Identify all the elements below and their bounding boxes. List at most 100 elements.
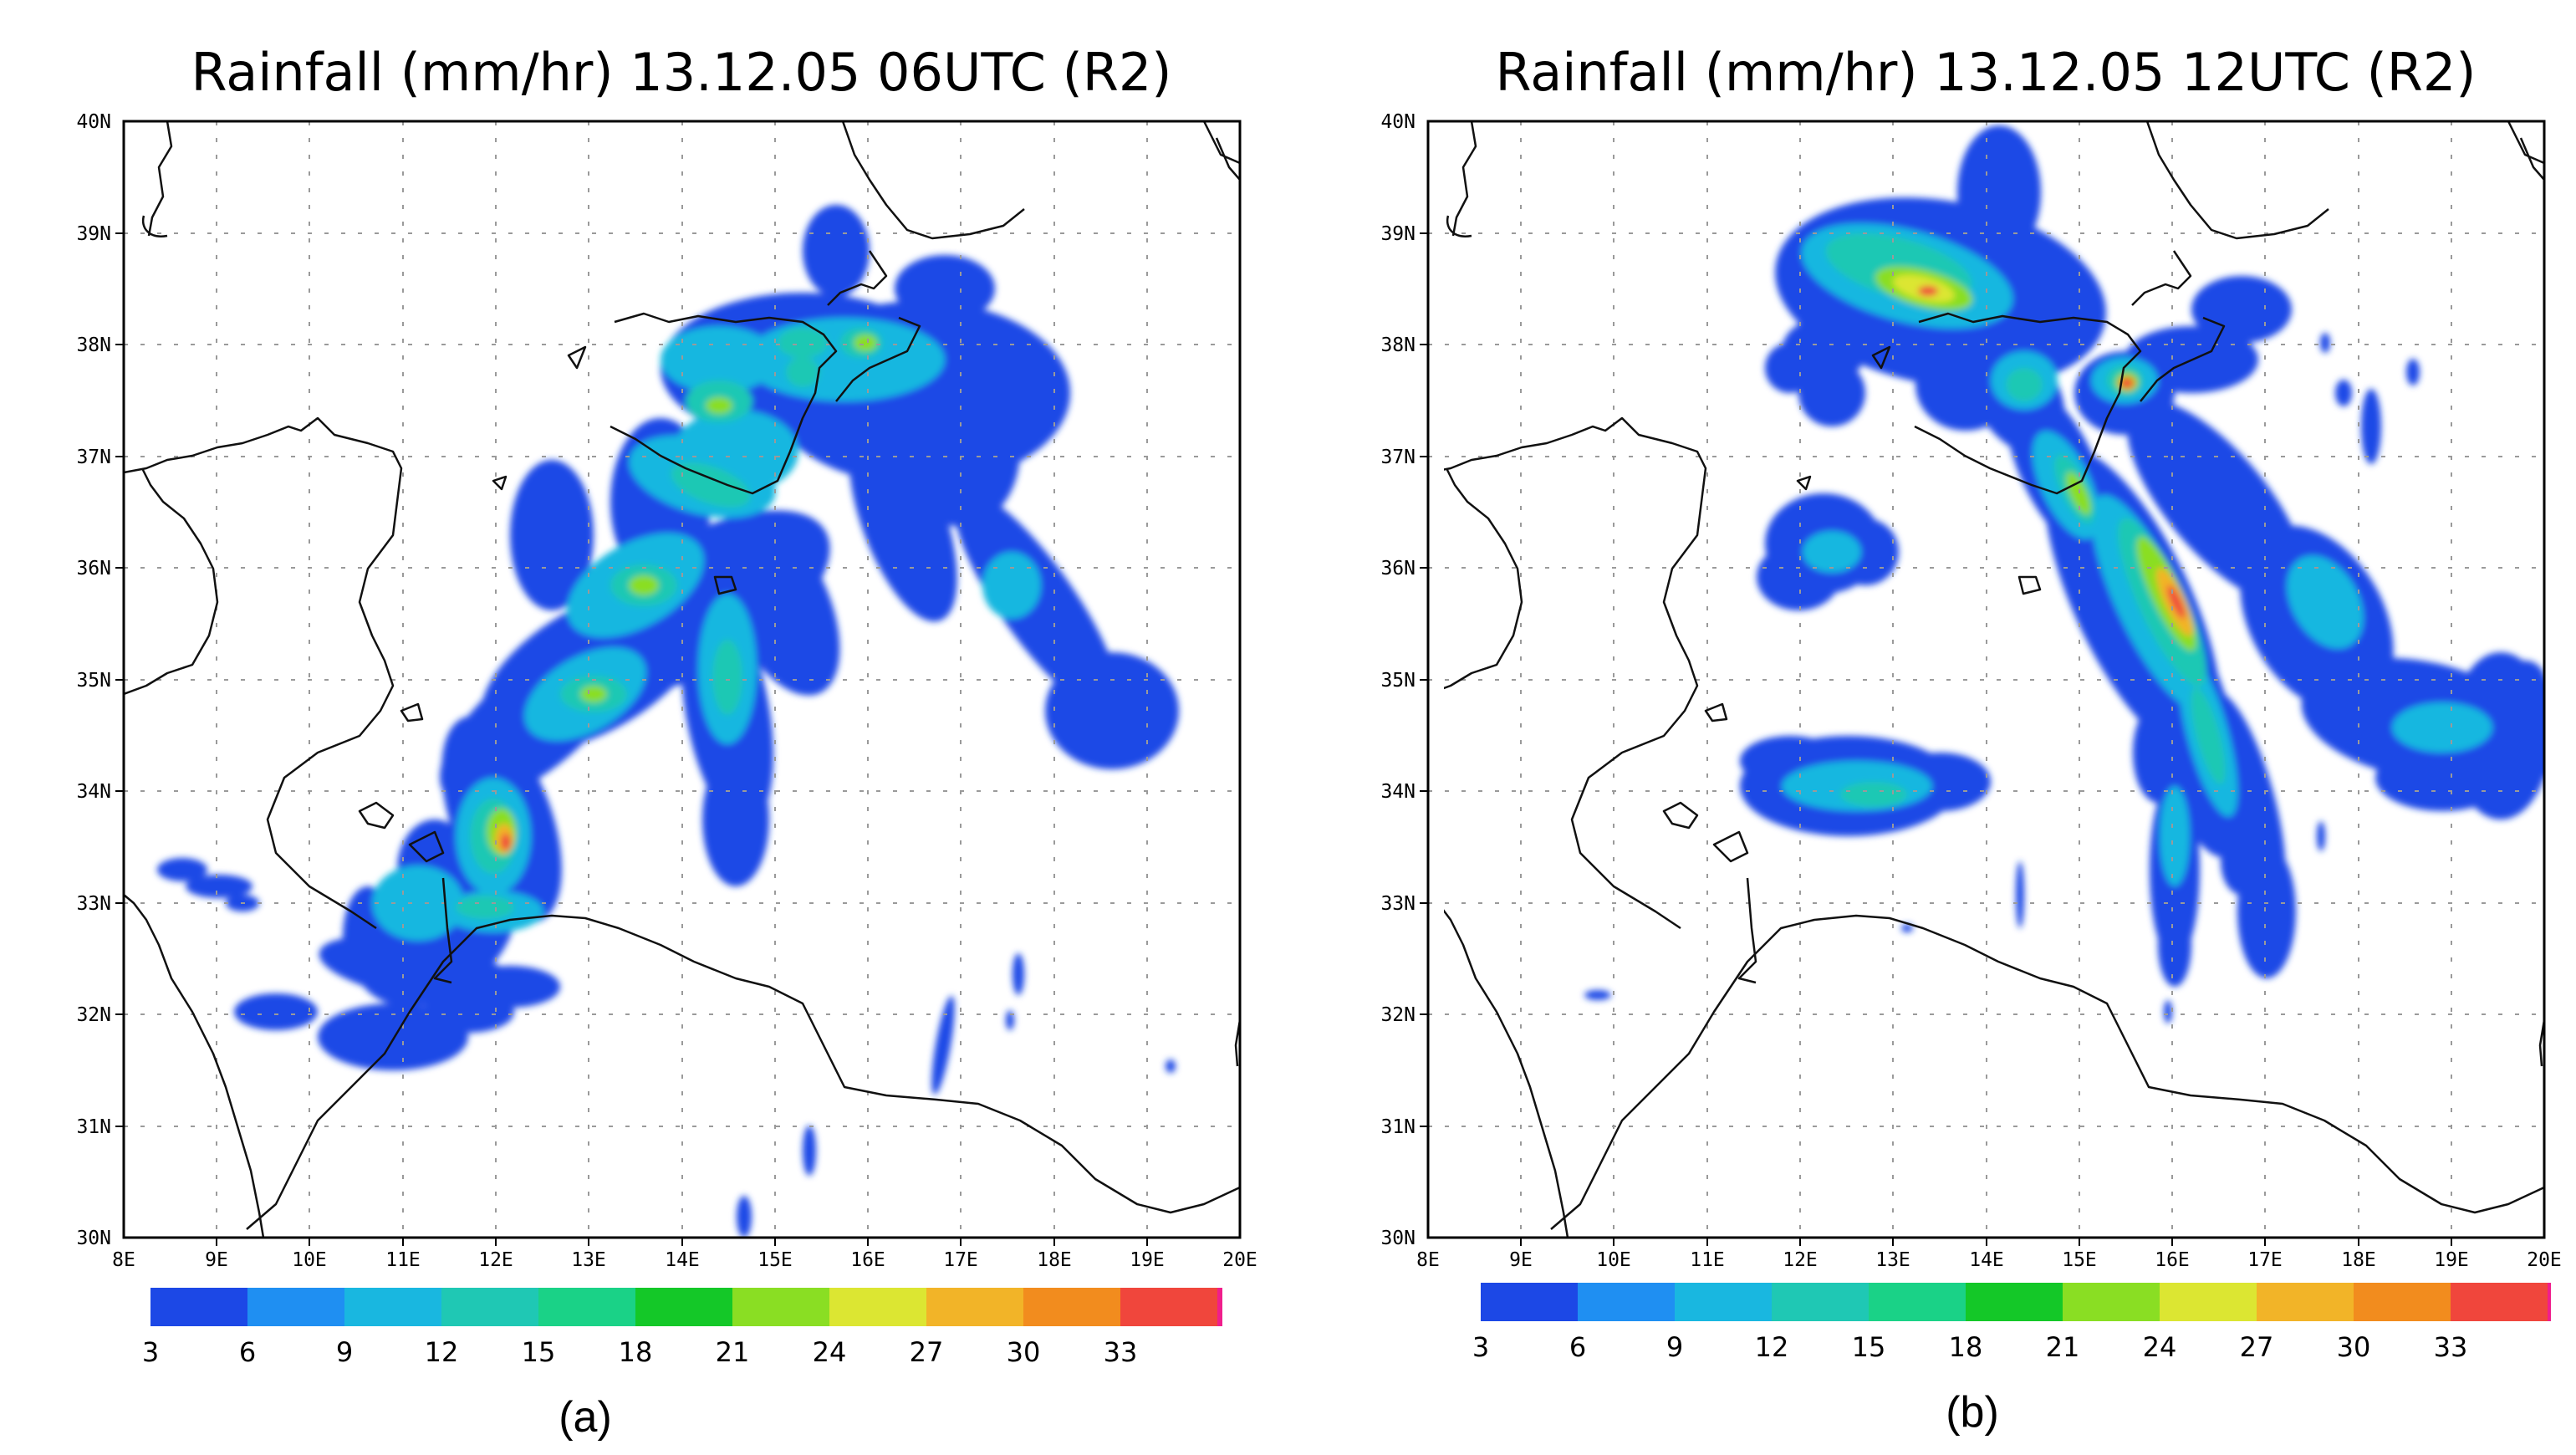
y-tick-label: 38N bbox=[76, 334, 111, 356]
x-tick-label: 9E bbox=[1509, 1249, 1533, 1271]
x-tick-label: 11E bbox=[385, 1249, 421, 1271]
y-tick-label: 31N bbox=[1380, 1116, 1416, 1138]
y-tick-label: 35N bbox=[1380, 670, 1416, 692]
colorbar-label: 33 bbox=[2434, 1331, 2468, 1363]
colorbar-swatch bbox=[926, 1288, 1023, 1326]
colorbar-label: 24 bbox=[813, 1336, 847, 1368]
y-tick-label: 30N bbox=[1380, 1228, 1416, 1249]
colorbar-label: 24 bbox=[2143, 1331, 2177, 1363]
y-tick-label: 38N bbox=[1380, 334, 1416, 356]
colorbar-label: 6 bbox=[239, 1336, 256, 1368]
colorbar-swatch bbox=[2160, 1283, 2257, 1321]
grid-lines bbox=[1428, 121, 2544, 1238]
panel-a: Rainfall (mm/hr) 13.12.05 06UTC (R2) bbox=[76, 42, 1257, 1442]
x-tick-label: 10E bbox=[1596, 1249, 1631, 1271]
colorbar-swatch bbox=[1217, 1288, 1222, 1326]
colorbar-swatch bbox=[1675, 1283, 1772, 1321]
y-tick-label: 37N bbox=[1380, 447, 1416, 468]
x-tick-label: 8E bbox=[112, 1249, 135, 1271]
colorbar-label: 9 bbox=[336, 1336, 353, 1368]
x-tick-label: 19E bbox=[1130, 1249, 1165, 1271]
colorbar-swatch bbox=[2548, 1283, 2551, 1321]
colorbar-label: 6 bbox=[1569, 1331, 1586, 1363]
colorbar-swatch bbox=[2354, 1283, 2451, 1321]
colorbar-swatch bbox=[1120, 1288, 1217, 1326]
x-tick-labels: 8E 9E 10E 11E 12E 13E 14E 15E 16E 17E 18… bbox=[112, 1249, 1257, 1271]
coastlines bbox=[1444, 121, 2546, 1238]
y-tick-label: 33N bbox=[1380, 893, 1416, 915]
colorbar-label: 21 bbox=[2046, 1331, 2080, 1363]
colorbar-label: 27 bbox=[910, 1336, 944, 1368]
y-tick-label: 33N bbox=[76, 893, 111, 915]
rain-field bbox=[1584, 125, 2544, 1024]
x-tick-label: 14E bbox=[1969, 1249, 2004, 1271]
colorbar-swatch bbox=[1772, 1283, 1869, 1321]
rain-field bbox=[157, 205, 1179, 1238]
colorbar-labels: 3 6 9 12 15 18 21 24 27 30 33 bbox=[142, 1336, 1138, 1368]
colorbar-label: 15 bbox=[1852, 1331, 1886, 1363]
tick-marks bbox=[1420, 232, 2452, 1246]
y-tick-label: 37N bbox=[76, 447, 111, 468]
x-tick-label: 16E bbox=[2155, 1249, 2190, 1271]
y-tick-label: 36N bbox=[1380, 558, 1416, 579]
y-tick-label: 30N bbox=[76, 1228, 111, 1249]
x-tick-label: 20E bbox=[1222, 1249, 1257, 1271]
x-tick-label: 9E bbox=[205, 1249, 228, 1271]
colorbar-swatch bbox=[1869, 1283, 1966, 1321]
y-tick-labels: 30N 31N 32N 33N 34N 35N 36N 37N 38N 39N … bbox=[76, 111, 111, 1249]
x-tick-label: 17E bbox=[2247, 1249, 2283, 1271]
colorbar-swatch bbox=[150, 1288, 247, 1326]
colorbar-labels: 3 6 9 12 15 18 21 24 27 30 33 bbox=[1472, 1331, 2468, 1363]
x-tick-label: 11E bbox=[1690, 1249, 1725, 1271]
x-tick-label: 8E bbox=[1416, 1249, 1440, 1271]
y-tick-label: 34N bbox=[1380, 781, 1416, 803]
colorbar-label: 15 bbox=[522, 1336, 556, 1368]
x-tick-label: 15E bbox=[757, 1249, 793, 1271]
map-title: Rainfall (mm/hr) 13.12.05 06UTC (R2) bbox=[191, 42, 1172, 103]
grid-lines bbox=[124, 121, 1240, 1238]
rainfall-map-a: Rainfall (mm/hr) 13.12.05 06UTC (R2) bbox=[76, 42, 1257, 1442]
colorbar-label: 12 bbox=[1755, 1331, 1789, 1363]
y-tick-label: 35N bbox=[76, 670, 111, 692]
y-tick-label: 34N bbox=[76, 781, 111, 803]
rain-level-30 bbox=[495, 824, 513, 854]
x-tick-label: 18E bbox=[2341, 1249, 2376, 1271]
colorbar-swatch bbox=[732, 1288, 829, 1326]
colorbar-label: 3 bbox=[142, 1336, 159, 1368]
x-tick-label: 16E bbox=[850, 1249, 885, 1271]
x-tick-label: 12E bbox=[478, 1249, 513, 1271]
colorbar-label: 27 bbox=[2240, 1331, 2274, 1363]
panel-caption: (a) bbox=[559, 1393, 612, 1442]
colorbar bbox=[150, 1288, 1222, 1326]
colorbar-label: 18 bbox=[619, 1336, 653, 1368]
y-tick-label: 31N bbox=[76, 1116, 111, 1138]
colorbar-swatch bbox=[2451, 1283, 2548, 1321]
colorbar-swatch bbox=[2063, 1283, 2160, 1321]
colorbar-label: 12 bbox=[425, 1336, 459, 1368]
x-tick-label: 15E bbox=[2062, 1249, 2097, 1271]
colorbar-swatch bbox=[247, 1288, 344, 1326]
y-tick-label: 36N bbox=[76, 558, 111, 579]
y-tick-label: 40N bbox=[1380, 111, 1416, 133]
y-tick-label: 39N bbox=[76, 223, 111, 245]
colorbar-swatch bbox=[1966, 1283, 2063, 1321]
map-title: Rainfall (mm/hr) 13.12.05 12UTC (R2) bbox=[1496, 42, 2477, 103]
x-tick-label: 19E bbox=[2434, 1249, 2469, 1271]
colorbar bbox=[1481, 1283, 2551, 1321]
colorbar-swatch bbox=[829, 1288, 926, 1326]
tick-marks bbox=[115, 232, 1148, 1246]
panel-caption: (b) bbox=[1946, 1388, 1999, 1437]
panel-b: Rainfall (mm/hr) 13.12.05 12UTC (R2) bbox=[1288, 0, 2576, 1455]
y-tick-label: 32N bbox=[1380, 1004, 1416, 1026]
colorbar-label: 18 bbox=[1949, 1331, 1983, 1363]
rainfall-map-b: Rainfall (mm/hr) 13.12.05 12UTC (R2) bbox=[1380, 42, 2562, 1437]
y-tick-labels: 30N 31N 32N 33N 34N 35N 36N 37N 38N 39N … bbox=[1380, 111, 1416, 1249]
x-tick-label: 14E bbox=[665, 1249, 700, 1271]
x-tick-labels: 8E 9E 10E 11E 12E 13E 14E 15E 16E 17E 18… bbox=[1416, 1249, 2562, 1271]
colorbar-swatch bbox=[635, 1288, 732, 1326]
colorbar-swatch bbox=[1023, 1288, 1120, 1326]
x-tick-label: 17E bbox=[943, 1249, 978, 1271]
colorbar-swatch bbox=[1481, 1283, 1578, 1321]
colorbar-swatch bbox=[538, 1288, 635, 1326]
colorbar-label: 33 bbox=[1104, 1336, 1138, 1368]
